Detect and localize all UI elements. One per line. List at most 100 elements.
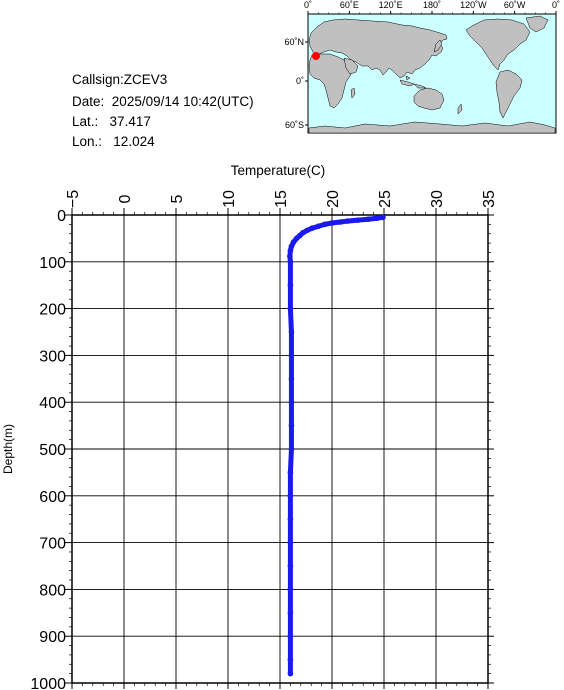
map-top-label: 60˚W [504,0,526,10]
australia-landmass [413,87,445,111]
data-point [287,633,294,639]
x-tick-label: 15 [273,190,290,208]
data-point [288,446,295,452]
data-point [293,235,300,242]
data-point [315,223,322,230]
data-point [288,399,295,406]
data-point [287,253,293,259]
lon-label: Lon.: [72,134,103,149]
data-point [288,243,295,250]
map-left-labels: 60˚N 0˚ 60˚S [284,37,304,130]
lon-line: Lon.: 12.024 [72,134,155,150]
y-tick-labels: 0 100 200 300 400 500 600 700 800 900 1000 [30,208,66,690]
data-point [355,217,361,223]
new-zealand [457,103,463,115]
data-point [304,227,310,234]
africa-landmass [308,53,353,109]
y-axis-label: Depth(m) [1,424,15,474]
x-tick-labels: −5 0 5 10 15 20 25 30 35 [65,190,498,208]
data-point [287,305,294,312]
lon-value: 12.024 [113,134,155,149]
y-tick-label: 600 [39,489,66,506]
madagascar [350,87,356,99]
antarctica [308,121,556,134]
x-axis-label: Temperature(C) [231,163,326,178]
north-america-landmass [465,18,531,71]
data-point [329,220,335,226]
y-tick-label: 700 [39,536,66,553]
date-value: 2025/09/14 10:42(UTC) [111,94,254,109]
data-point [287,563,294,569]
callsign-label: Callsign: [72,72,124,87]
data-point [344,218,351,224]
data-point [288,422,295,429]
y-tick-label: 800 [39,582,66,599]
data-point [288,352,295,359]
lat-line: Lat.: 37.417 [72,114,151,130]
data-point [287,539,294,546]
y-tick-label: 200 [39,302,66,319]
data-point [287,469,294,476]
japan [433,39,443,53]
x-tick-label: 5 [169,194,186,203]
map-ticks [305,11,557,126]
map-top-label: 120˚W [460,0,487,10]
map-top-label: 60˚E [340,0,359,10]
y-tick-label: 0 [57,208,66,225]
x-tick-label: 20 [325,190,342,208]
y-tick-label: 900 [39,629,66,646]
data-point [337,219,344,225]
date-line: Date: 2025/09/14 10:42(UTC) [72,94,254,110]
x-tick-label: 10 [221,190,238,208]
temperature-profile-line [287,214,386,677]
station-location-marker [312,52,320,60]
data-point [288,376,295,382]
data-point [300,229,306,236]
x-tick-label: 30 [429,190,446,208]
location-map: 0˚ 60˚E 120˚E 180˚ 120˚W 60˚W 0˚ 60˚N 0˚ 60˚S [284,0,560,134]
data-point [287,516,294,522]
callsign-value: ZCEV3 [123,72,168,87]
data-point [309,225,316,231]
temperature-series [287,214,386,677]
y-tick-label: 1000 [30,676,66,690]
data-point [287,259,294,265]
lat-value: 37.417 [109,114,151,129]
chart-ticks [65,208,494,689]
map-top-labels: 0˚ 60˚E 120˚E 180˚ 120˚W 60˚W 0˚ [304,0,560,10]
x-tick-label: −5 [65,190,82,208]
map-top-label: 0˚ [552,0,560,10]
greenland [525,15,549,33]
y-tick-label: 300 [39,348,66,365]
map-top-label: 0˚ [304,0,312,10]
south-america-landmass [495,69,523,119]
data-point [287,670,294,677]
data-point [373,215,380,222]
data-point [296,232,303,239]
date-label: Date: [72,94,105,109]
data-point [287,247,294,254]
data-point [321,221,328,228]
y-tick-label: 400 [39,395,66,412]
data-point [287,586,294,593]
data-point [287,493,294,499]
eurasia-landmass [308,18,448,79]
plot-frame [71,214,489,684]
indonesia-islands [399,75,427,89]
callsign-line: Callsign:ZCEV3 [72,72,167,88]
arabia-landmass [343,57,359,75]
map-left-label: 60˚N [284,37,304,47]
chart-grid [72,215,488,683]
data-point [290,239,297,245]
y-tick-label: 100 [39,255,66,272]
lat-label: Lat.: [72,114,99,129]
map-land [308,15,556,134]
map-left-label: 0˚ [296,76,304,86]
map-left-label: 60˚S [285,120,304,130]
data-point [287,610,294,616]
map-top-label: 120˚E [379,0,403,10]
data-point [380,214,386,221]
y-tick-label: 500 [39,442,66,459]
x-tick-label: 25 [377,190,394,208]
data-point [287,282,294,289]
